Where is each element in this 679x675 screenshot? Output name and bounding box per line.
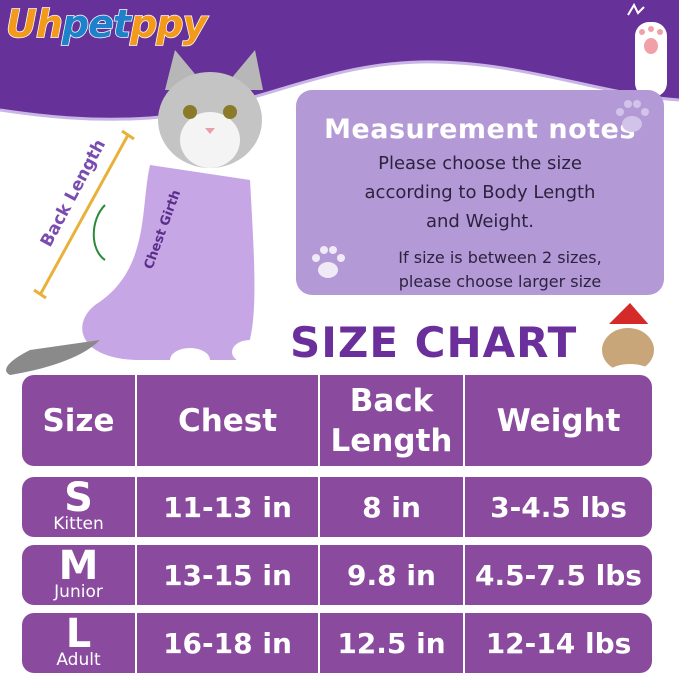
notes-line: please choose larger size xyxy=(398,272,602,291)
size-cell: S Kitten xyxy=(22,477,135,537)
paw-print-icon xyxy=(312,246,345,278)
paw-print-icon xyxy=(616,100,649,132)
header-chest: Chest xyxy=(137,375,318,466)
weight-cell: 4.5-7.5 lbs xyxy=(465,545,652,605)
size-letter: S xyxy=(64,475,93,521)
back-length-cell: 12.5 in xyxy=(320,613,463,673)
weight-cell: 3-4.5 lbs xyxy=(465,477,652,537)
table-row: S Kitten 11-13 in 8 in 3-4.5 lbs xyxy=(22,477,652,537)
table-row: L Adult 16-18 in 12.5 in 12-14 lbs xyxy=(22,613,652,673)
cat-paw-icon xyxy=(627,2,667,97)
notes-title: Measurement notes xyxy=(324,114,636,145)
brand-logo: Uhpetppy xyxy=(5,1,208,47)
size-chart-title: SIZE CHART xyxy=(290,318,578,367)
chest-cell: 13-15 in xyxy=(137,545,318,605)
table-row: M Junior 13-15 in 9.8 in 4.5-7.5 lbs xyxy=(22,545,652,605)
size-cell: M Junior xyxy=(22,545,135,605)
back-length-cell: 8 in xyxy=(320,477,463,537)
notes-line: If size is between 2 sizes, xyxy=(398,248,602,267)
table-header-row: Size Chest Back Length Weight xyxy=(22,375,652,466)
size-cell: L Adult xyxy=(22,613,135,673)
header-weight: Weight xyxy=(465,375,652,466)
weight-cell: 12-14 lbs xyxy=(465,613,652,673)
size-label: Adult xyxy=(56,650,101,670)
cat-in-recovery-suit-photo: Back Length Chest Girth xyxy=(6,50,268,375)
header-size: Size xyxy=(22,375,135,466)
header-back-length: Back Length xyxy=(320,375,463,466)
measurement-notes-box: Measurement notes Please choose the size… xyxy=(296,90,664,295)
size-label: Kitten xyxy=(53,514,104,534)
size-label: Junior xyxy=(54,582,103,602)
notes-line: Please choose the size xyxy=(378,153,582,174)
size-letter: M xyxy=(58,543,99,589)
size-letter: L xyxy=(65,611,92,657)
chest-cell: 16-18 in xyxy=(137,613,318,673)
notes-line: and Weight. xyxy=(425,211,535,232)
notes-line: according to Body Length xyxy=(364,182,596,203)
back-length-cell: 9.8 in xyxy=(320,545,463,605)
chest-cell: 11-13 in xyxy=(137,477,318,537)
